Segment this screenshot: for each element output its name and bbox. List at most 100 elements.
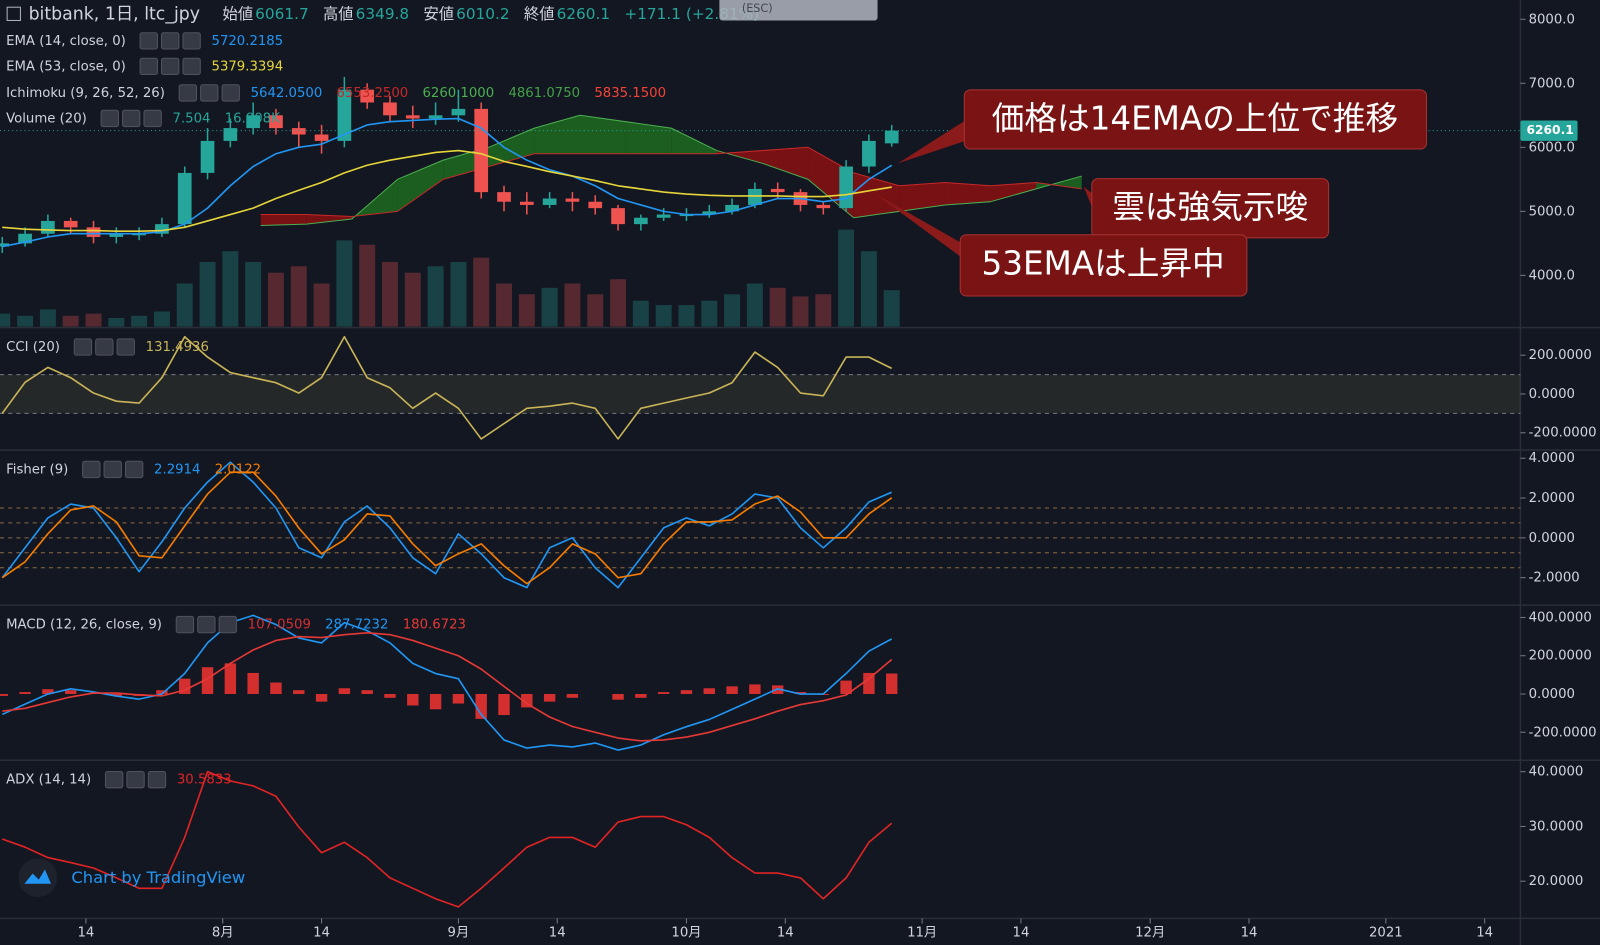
legend-icon <box>178 84 198 102</box>
volume-bar <box>359 244 376 327</box>
annotation-pointer <box>1083 186 1093 210</box>
x-tick-label: 14 <box>1476 926 1493 941</box>
candle-body <box>451 108 466 116</box>
ohlc-value: 6260.1 <box>557 5 611 23</box>
y-tick-label: 5000.0 <box>1529 204 1575 219</box>
candle-body <box>405 115 420 119</box>
histogram-bar <box>407 693 419 706</box>
cloud-segment <box>488 128 535 167</box>
candle-body <box>519 201 534 205</box>
volume-bar <box>290 266 307 327</box>
watermark-text: Chart by TradingView <box>71 868 245 887</box>
candle-body <box>314 134 329 141</box>
legend-value: 180.6723 <box>403 618 466 633</box>
candle-body <box>588 201 603 209</box>
x-tick-label: 14 <box>1013 926 1030 941</box>
legend-name: ADX (14, 14) <box>6 773 91 788</box>
volume-bar <box>427 266 444 327</box>
candle-body <box>109 233 124 237</box>
candle-body <box>383 102 397 116</box>
volume-bar <box>587 294 604 327</box>
candle-body <box>86 227 101 237</box>
volume-bar <box>632 300 649 327</box>
legend-value: 2.0122 <box>215 462 261 477</box>
ohlc-label: 高値 <box>323 5 354 23</box>
candle-body <box>428 115 443 119</box>
cloud-segment <box>260 214 307 226</box>
candle-body <box>725 204 739 212</box>
volume-bar <box>245 261 262 327</box>
candle-body <box>246 115 260 129</box>
chart-title: bitbank, 1日, ltc_jpy <box>29 4 201 24</box>
legend-icon <box>218 615 237 634</box>
histogram-bar <box>635 693 647 698</box>
y-tick-label: 7000.0 <box>1529 76 1575 91</box>
y-tick-label: 6000.0 <box>1529 140 1575 155</box>
y-tick-label: 400.0000 <box>1529 610 1592 625</box>
candle-body <box>291 128 306 135</box>
legend-icon <box>182 32 201 50</box>
histogram-bar <box>19 692 31 694</box>
annotation: 雲は強気示唆 <box>1083 178 1330 239</box>
legend-name: Fisher (9) <box>6 462 68 477</box>
legend-icon <box>139 32 158 50</box>
volume-bar <box>815 294 832 327</box>
x-tick-label: 14 <box>313 926 330 941</box>
volume-bar <box>883 290 900 327</box>
histogram-bar <box>475 693 487 719</box>
overlay: (ESC) 価格は14EMAの上位で推移 雲は強気示唆 53EMAは上昇中 Ch… <box>18 0 1428 897</box>
y-tick-label: -200.0000 <box>1529 426 1597 441</box>
cloud-segment <box>944 182 991 205</box>
y-tick-label: 0.0000 <box>1529 387 1575 402</box>
histogram-bar <box>315 693 328 702</box>
histogram-bar <box>521 693 533 708</box>
candle-body <box>748 188 762 205</box>
histogram-bar <box>201 667 214 694</box>
candle-body <box>155 224 169 234</box>
y-tick-label: 4000.0 <box>1529 268 1575 283</box>
esc-box: (ESC) <box>719 0 878 21</box>
volume-bar <box>85 313 102 327</box>
esc-background <box>719 0 878 21</box>
ohlc-value: 6010.2 <box>456 5 510 23</box>
volume-bar <box>267 272 284 327</box>
candle-body <box>18 233 32 244</box>
cloud-segment <box>853 172 900 218</box>
ema-line <box>2 117 893 248</box>
watermark-logo <box>18 858 58 897</box>
volume-bar <box>838 229 855 327</box>
indicator-line <box>1 614 893 751</box>
annotation-text: 53EMAは上昇中 <box>981 244 1224 282</box>
legend-name: Volume (20) <box>6 111 87 126</box>
x-tick-label: 9月 <box>448 926 470 941</box>
cloud-segment <box>625 121 672 154</box>
candle-body <box>542 198 557 205</box>
cloud-segment <box>580 115 626 154</box>
volume-bar <box>131 315 148 327</box>
x-tick-label: 14 <box>77 926 94 941</box>
annotation-box <box>959 234 1248 297</box>
candle-body <box>884 130 899 144</box>
histogram-bar <box>543 693 556 702</box>
y-tick-label: 4.0000 <box>1529 451 1575 466</box>
histogram-bar <box>840 680 852 694</box>
candle-body <box>337 89 352 141</box>
volume-bar <box>313 283 330 327</box>
legend-name: EMA (14, close, 0) <box>6 34 126 49</box>
volume-bar <box>564 283 581 327</box>
candle-body <box>611 208 625 225</box>
x-tick-label: 10月 <box>671 926 701 941</box>
candle-body <box>656 214 671 218</box>
legend-name: CCI (20) <box>6 340 60 355</box>
volume-bar <box>701 300 718 327</box>
histogram-bar <box>361 690 373 694</box>
volume-bar <box>769 287 786 327</box>
volume-bar <box>860 251 877 327</box>
legend-icon <box>73 338 93 356</box>
legend-icon <box>175 615 195 634</box>
volume-bar <box>655 305 672 327</box>
legend-icon <box>100 109 119 128</box>
candle-body <box>839 166 853 209</box>
